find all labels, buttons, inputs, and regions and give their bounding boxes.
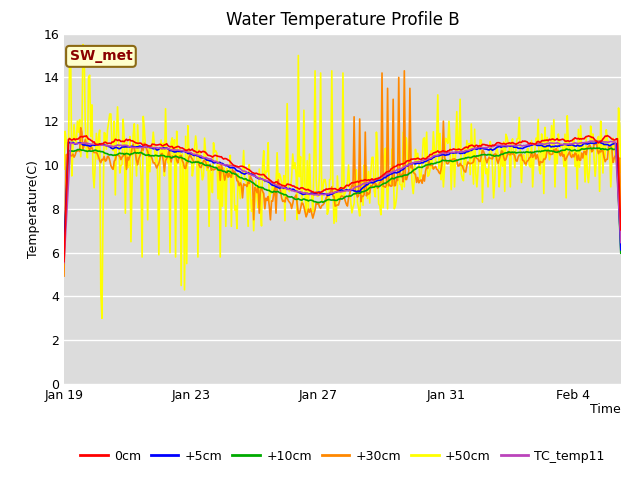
+5cm bbox=[595, 139, 602, 145]
0cm bbox=[617, 227, 625, 233]
TC_temp11 bbox=[60, 260, 68, 265]
+50cm bbox=[519, 154, 527, 160]
Line: +50cm: +50cm bbox=[64, 45, 621, 318]
0cm bbox=[362, 177, 369, 182]
0cm bbox=[392, 164, 399, 169]
Line: +30cm: +30cm bbox=[64, 71, 621, 276]
0cm bbox=[605, 133, 612, 139]
+50cm bbox=[330, 220, 338, 226]
+30cm bbox=[617, 209, 625, 215]
+5cm bbox=[392, 169, 399, 175]
+10cm bbox=[328, 197, 335, 203]
+5cm bbox=[328, 192, 335, 197]
Line: 0cm: 0cm bbox=[64, 136, 621, 262]
Line: +10cm: +10cm bbox=[64, 148, 621, 253]
+50cm bbox=[394, 179, 401, 185]
+5cm bbox=[516, 145, 524, 151]
X-axis label: Time: Time bbox=[590, 403, 621, 416]
+10cm bbox=[392, 175, 399, 180]
+10cm bbox=[362, 188, 369, 194]
+10cm bbox=[587, 145, 595, 151]
+30cm bbox=[324, 192, 332, 198]
+50cm bbox=[327, 177, 335, 182]
TC_temp11 bbox=[617, 240, 625, 245]
+5cm bbox=[617, 247, 625, 253]
+10cm bbox=[617, 251, 625, 256]
+10cm bbox=[605, 146, 612, 152]
Text: SW_met: SW_met bbox=[70, 49, 132, 63]
TC_temp11 bbox=[516, 142, 524, 148]
+30cm bbox=[328, 184, 335, 190]
+10cm bbox=[324, 197, 332, 203]
+30cm bbox=[605, 144, 612, 149]
+30cm bbox=[518, 151, 525, 157]
+30cm bbox=[392, 182, 399, 188]
+5cm bbox=[605, 142, 612, 148]
+5cm bbox=[362, 183, 369, 189]
TC_temp11 bbox=[328, 191, 335, 196]
+50cm bbox=[617, 169, 625, 175]
Line: +5cm: +5cm bbox=[64, 142, 621, 250]
TC_temp11 bbox=[392, 168, 399, 174]
0cm bbox=[328, 186, 335, 192]
+5cm bbox=[60, 246, 68, 252]
TC_temp11 bbox=[605, 139, 612, 145]
TC_temp11 bbox=[324, 191, 332, 197]
+50cm bbox=[79, 42, 87, 48]
+10cm bbox=[516, 150, 524, 156]
0cm bbox=[516, 139, 524, 145]
+50cm bbox=[98, 315, 106, 321]
+30cm bbox=[362, 129, 369, 135]
Line: TC_temp11: TC_temp11 bbox=[64, 141, 621, 263]
+50cm bbox=[364, 195, 371, 201]
TC_temp11 bbox=[596, 138, 604, 144]
Legend: 0cm, +5cm, +10cm, +30cm, +50cm, TC_temp11: 0cm, +5cm, +10cm, +30cm, +50cm, TC_temp1… bbox=[75, 444, 610, 468]
+50cm bbox=[606, 146, 614, 152]
0cm bbox=[60, 259, 68, 264]
0cm bbox=[604, 133, 611, 139]
+50cm bbox=[60, 166, 68, 172]
+30cm bbox=[60, 273, 68, 279]
+5cm bbox=[324, 192, 332, 198]
Y-axis label: Temperature(C): Temperature(C) bbox=[28, 160, 40, 258]
0cm bbox=[324, 186, 332, 192]
+30cm bbox=[401, 68, 408, 74]
TC_temp11 bbox=[362, 180, 369, 186]
Title: Water Temperature Profile B: Water Temperature Profile B bbox=[225, 11, 460, 29]
+10cm bbox=[60, 251, 68, 256]
